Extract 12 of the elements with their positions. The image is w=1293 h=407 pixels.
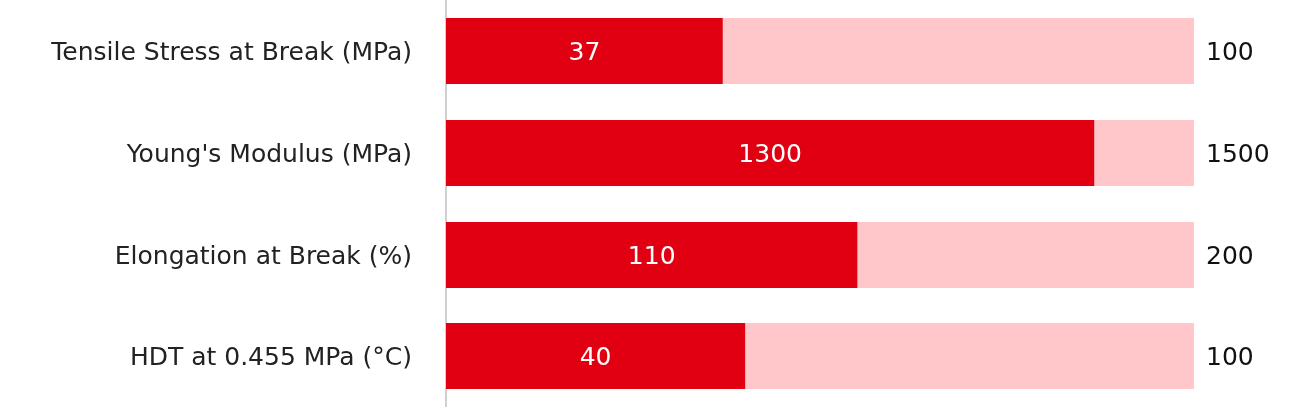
- total-label: 200: [1206, 240, 1254, 269]
- total-label: 100: [1206, 341, 1254, 371]
- total-label: 1500: [1206, 138, 1270, 168]
- y-tick-label: Young's Modulus (MPa): [125, 138, 412, 168]
- y-tick-label: HDT at 0.455 MPa (°C): [129, 341, 412, 371]
- total-label: 100: [1206, 36, 1254, 66]
- data-label: 40: [579, 341, 612, 371]
- data-label: 110: [627, 240, 676, 269]
- y-tick-label: Tensile Stress at Break (MPa): [50, 36, 412, 66]
- data-label: 37: [568, 36, 601, 66]
- y-tick-label: Elongation at Break (%): [114, 240, 412, 269]
- data-label: 1300: [738, 138, 802, 168]
